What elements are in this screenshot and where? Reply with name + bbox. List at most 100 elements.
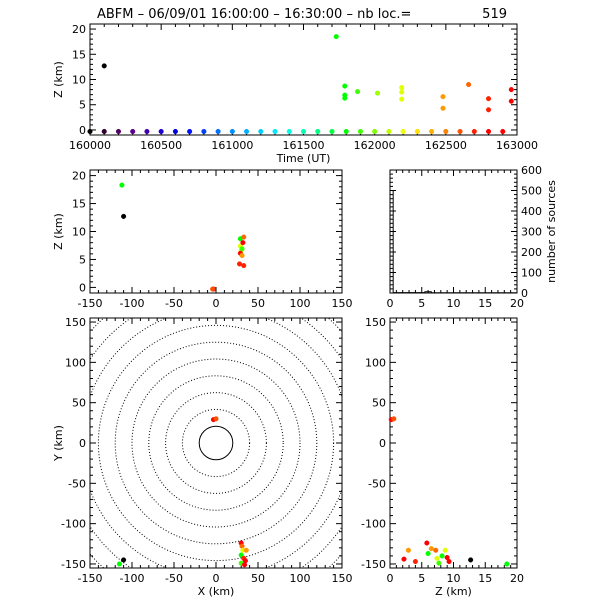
y-tick-label: 500 xyxy=(521,185,542,198)
plot-frame xyxy=(89,317,343,569)
histogram-bars xyxy=(389,190,518,294)
y-tick-label: 20 xyxy=(72,170,86,183)
x-axis-label: X (km) xyxy=(198,585,235,598)
x-tick-label: -150 xyxy=(78,297,103,310)
data-point xyxy=(213,416,219,422)
data-point xyxy=(172,128,178,135)
data-point xyxy=(241,263,247,269)
data-point xyxy=(440,94,446,100)
data-point xyxy=(101,63,107,69)
data-point xyxy=(457,128,463,135)
x-tick-label: 20 xyxy=(510,572,524,585)
x-tick-label: 100 xyxy=(290,572,311,585)
range-ring xyxy=(165,392,267,494)
y-axis-label: Y (km) xyxy=(52,425,65,462)
data-point xyxy=(485,107,492,113)
data-point xyxy=(258,128,264,135)
data-point xyxy=(239,246,245,252)
x-tick-label: 10 xyxy=(447,297,461,310)
x-tick-label: 50 xyxy=(251,572,265,585)
data-point xyxy=(342,95,348,101)
x-tick-label: 15 xyxy=(478,297,492,310)
x-axis-label: Time (UT) xyxy=(276,152,331,165)
data-point xyxy=(115,128,122,135)
range-ring xyxy=(97,324,335,562)
y-tick-label: 50 xyxy=(72,397,86,410)
x-tick-label: 15 xyxy=(478,572,492,585)
data-point xyxy=(215,128,221,135)
data-point xyxy=(158,128,164,135)
data-point xyxy=(121,213,127,219)
range-ring xyxy=(90,318,342,568)
x-tick-label: 160000 xyxy=(69,139,111,152)
x-tick-label: 100 xyxy=(290,297,311,310)
x-tick-label: 161000 xyxy=(211,139,253,152)
range-ring xyxy=(148,375,284,511)
data-point xyxy=(229,128,235,135)
data-point xyxy=(428,546,434,552)
y-tick-label: 20 xyxy=(72,23,86,36)
height-y-panel: 0 5 10 15 20 -150 -100 -50 0 50 100 150 Z (km) xyxy=(361,316,524,598)
plot-frame xyxy=(389,317,518,569)
data-point xyxy=(272,128,278,135)
data-point xyxy=(508,87,514,93)
data-point xyxy=(236,261,243,267)
y-tick-label: -50 xyxy=(68,477,86,490)
range-ring xyxy=(114,341,318,545)
data-point xyxy=(201,128,207,135)
plan-view-panel: -150 -100 -50 0 50 100 150 -150 -100 -50 0 50 100 150… xyxy=(52,316,353,598)
data-point xyxy=(333,34,339,40)
data-point xyxy=(391,416,397,422)
y-tick-label: 100 xyxy=(521,267,542,280)
data-point xyxy=(399,85,405,91)
plot-frame xyxy=(89,169,343,294)
data-point xyxy=(355,89,361,95)
data-point xyxy=(374,90,381,96)
data-point xyxy=(504,561,510,567)
data-point xyxy=(405,547,411,553)
data-point xyxy=(412,558,418,565)
data-point xyxy=(424,540,430,546)
y-tick-label: 0 xyxy=(79,437,86,450)
data-point xyxy=(442,547,448,553)
data-point xyxy=(399,89,405,95)
data-point xyxy=(500,128,506,135)
data-point xyxy=(439,553,445,559)
x-tick-label: 162500 xyxy=(425,139,467,152)
x-tick-label: 50 xyxy=(251,297,265,310)
plot-frame xyxy=(389,169,518,294)
y-tick-label: 300 xyxy=(521,226,542,239)
data-point xyxy=(429,128,435,135)
y-axis-label: number of sources xyxy=(545,180,558,283)
data-point xyxy=(446,558,452,565)
data-point xyxy=(401,556,407,562)
data-point xyxy=(386,128,392,135)
x-tick-label: 5 xyxy=(418,297,425,310)
y-axis-label: Z (km) xyxy=(52,61,65,98)
x-tick-label: 0 xyxy=(213,297,220,310)
y-tick-label: 15 xyxy=(72,198,86,211)
data-point xyxy=(130,128,136,135)
x-tick-label: -100 xyxy=(120,297,145,310)
data-point xyxy=(433,547,439,553)
x-tick-label: 163000 xyxy=(496,139,538,152)
x-tick-label: 0 xyxy=(213,572,220,585)
data-point xyxy=(240,240,246,246)
y-tick-label: 200 xyxy=(521,246,542,259)
data-point xyxy=(315,128,321,135)
x-tick-label: 0 xyxy=(387,572,394,585)
panels: 160000 160500 161000 161500 162000 162500 1630… xyxy=(52,23,559,598)
data-point xyxy=(242,562,248,568)
y-axis-label: Z (km) xyxy=(52,213,65,250)
y-tick-label: 0 xyxy=(79,124,86,137)
x-tick-label: -50 xyxy=(165,297,183,310)
data-point xyxy=(443,128,449,135)
y-tick-label: -150 xyxy=(361,558,386,571)
data-point xyxy=(116,561,122,567)
y-tick-label: 0 xyxy=(379,437,386,450)
data-point xyxy=(436,560,442,566)
time-height-panel: 160000 160500 161000 161500 162000 162500 1630… xyxy=(52,23,538,165)
x-tick-label: -150 xyxy=(78,572,103,585)
data-point xyxy=(87,128,93,135)
